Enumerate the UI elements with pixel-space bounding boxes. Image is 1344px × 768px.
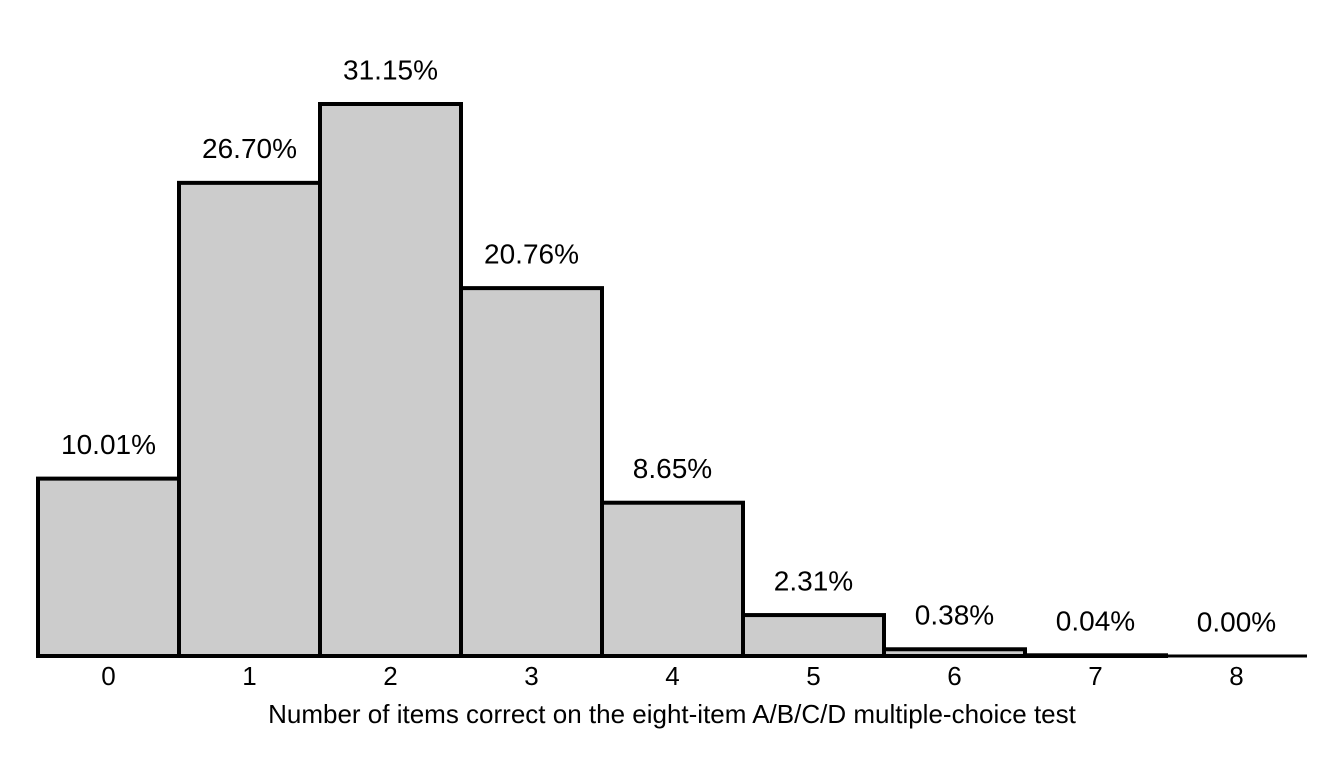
bar	[36, 476, 181, 658]
bar	[318, 102, 463, 658]
x-axis-label: Number of items correct on the eight-ite…	[268, 699, 1077, 729]
x-tick-label: 6	[947, 661, 961, 691]
bar	[741, 613, 886, 659]
bar	[459, 286, 604, 658]
x-tick-label: 4	[665, 661, 679, 691]
value-label: 0.38%	[915, 600, 994, 631]
x-tick-label: 7	[1088, 661, 1102, 691]
x-tick-label: 5	[806, 661, 820, 691]
value-label: 10.01%	[61, 429, 156, 460]
x-tick-label: 1	[242, 661, 256, 691]
x-tick-label: 0	[101, 661, 115, 691]
x-tick-label: 3	[524, 661, 538, 691]
x-tick-label: 2	[383, 661, 397, 691]
value-label: 0.04%	[1056, 606, 1135, 637]
bar	[177, 180, 322, 658]
bar	[600, 500, 745, 658]
x-tick-label: 8	[1229, 661, 1243, 691]
value-label: 26.70%	[202, 133, 297, 164]
value-label: 2.31%	[774, 565, 853, 596]
value-label: 8.65%	[633, 453, 712, 484]
value-label: 20.76%	[484, 239, 579, 270]
value-label: 0.00%	[1197, 606, 1276, 637]
value-label: 31.15%	[343, 54, 438, 85]
